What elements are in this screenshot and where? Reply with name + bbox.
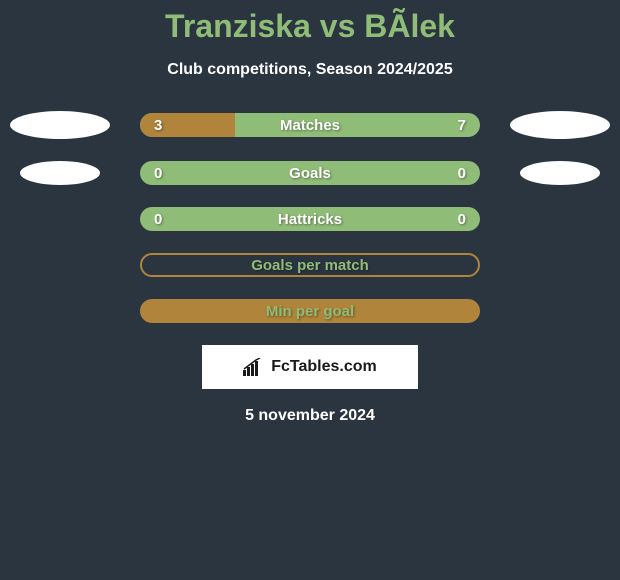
stat-bar-hattricks: 0 Hattricks 0 — [140, 207, 480, 231]
left-badge-small — [20, 161, 100, 185]
outline-label: Min per goal — [266, 303, 354, 320]
stat-label: Matches — [280, 117, 340, 134]
stat-left-value: 0 — [154, 211, 162, 228]
right-spacer — [510, 161, 610, 185]
stat-row-matches: 3 Matches 7 — [0, 111, 620, 139]
stat-left-value: 3 — [154, 117, 162, 134]
stat-label: Hattricks — [278, 211, 342, 228]
stat-right-value: 0 — [458, 165, 466, 182]
stat-label: Goals — [289, 165, 331, 182]
outline-bar-gpm: Goals per match — [140, 253, 480, 277]
left-spacer — [10, 161, 110, 185]
comparison-infographic: Tranziska vs BÃlek Club competitions, Se… — [0, 0, 620, 425]
right-badge-small — [520, 161, 600, 185]
brand-text: FcTables.com — [271, 358, 377, 376]
stat-right-value: 7 — [458, 117, 466, 134]
stat-row-hattricks: 0 Hattricks 0 — [0, 207, 620, 231]
stat-left-value: 0 — [154, 165, 162, 182]
snapshot-date: 5 november 2024 — [0, 407, 620, 425]
right-badge-large — [510, 111, 610, 139]
stat-bar-goals: 0 Goals 0 — [140, 161, 480, 185]
brand-chart-icon — [243, 358, 265, 376]
left-badge-large — [10, 111, 110, 139]
outline-label: Goals per match — [251, 257, 369, 274]
brand-attribution: FcTables.com — [202, 345, 418, 389]
stat-bar-matches: 3 Matches 7 — [140, 113, 480, 137]
season-subtitle: Club competitions, Season 2024/2025 — [0, 61, 620, 79]
comparison-title: Tranziska vs BÃlek — [0, 8, 620, 45]
stat-row-goals: 0 Goals 0 — [0, 161, 620, 185]
stat-right-value: 0 — [458, 211, 466, 228]
outline-bar-mpg: Min per goal — [140, 299, 480, 323]
